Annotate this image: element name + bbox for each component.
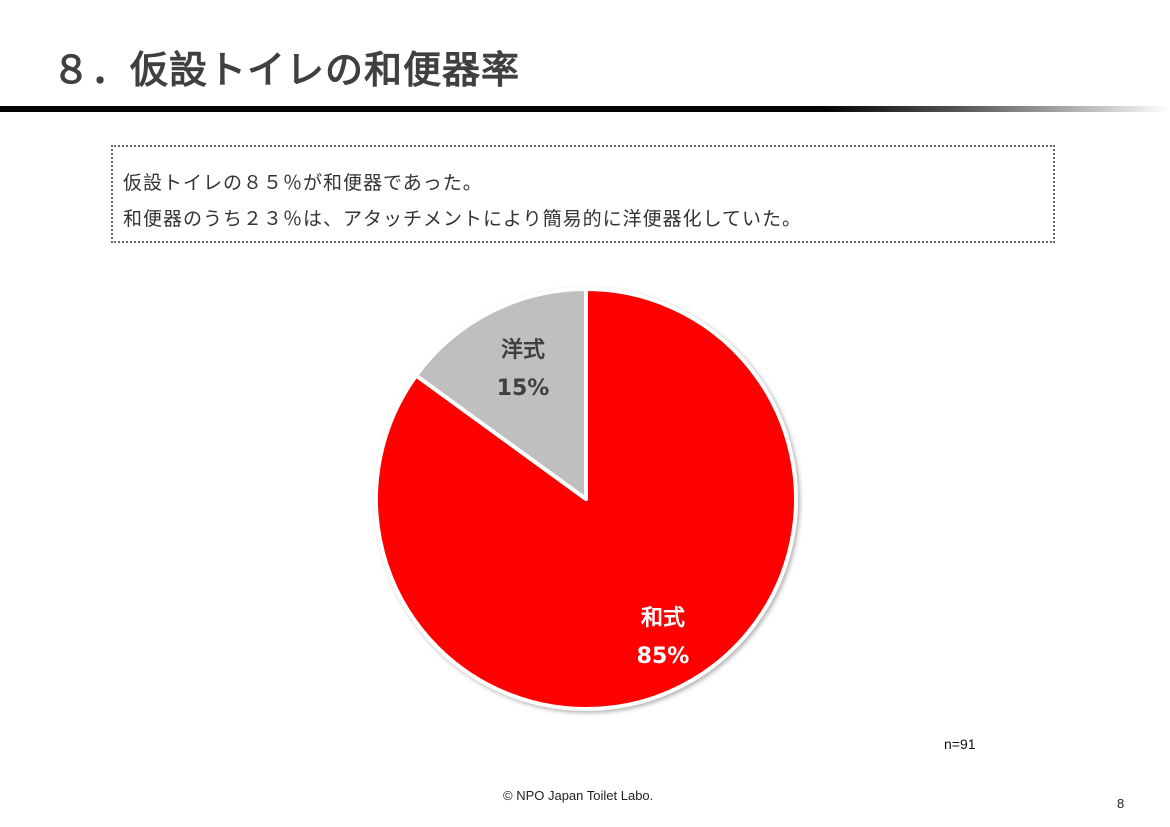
copyright-footer: © NPO Japan Toilet Labo. <box>503 788 654 803</box>
title-divider <box>0 106 1170 112</box>
sample-size-label: n=91 <box>944 736 976 752</box>
slice-name: 和式 <box>640 606 685 631</box>
summary-box: 仮設トイレの８５％が和便器であった。 和便器のうち２３％は、アタッチメントにより… <box>111 145 1055 243</box>
slice-label-western-style: 洋式 15% <box>478 332 568 408</box>
page-number: 8 <box>1117 796 1125 811</box>
pie-slice-western-style <box>414 287 588 501</box>
summary-line-2: 和便器のうち２３％は、アタッチメントにより簡易的に洋便器化していた。 <box>123 208 803 230</box>
slice-label-japanese-style: 和式 85% <box>618 600 708 676</box>
slice-percent: 85% <box>636 644 690 669</box>
slide-title: ８．仮設トイレの和便器率 <box>52 48 521 92</box>
slice-percent: 15% <box>496 376 550 401</box>
slice-name: 洋式 <box>500 338 545 363</box>
summary-line-1: 仮設トイレの８５％が和便器であった。 <box>123 172 483 194</box>
